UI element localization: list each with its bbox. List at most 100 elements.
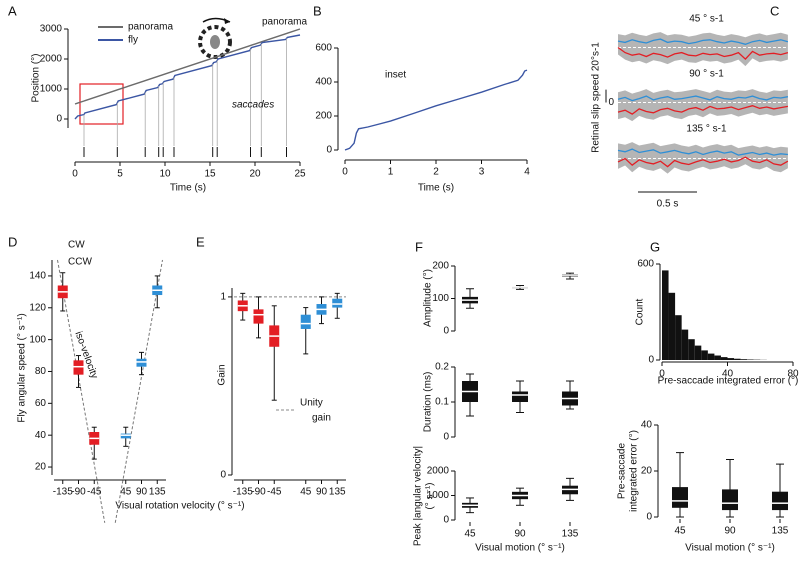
x-tick-label: -90 — [71, 487, 86, 498]
y-tick-label: 120 — [29, 302, 46, 313]
x-tick-label: -45 — [87, 487, 102, 498]
series-line — [344, 69, 528, 151]
x-tick-label: 0 — [72, 169, 78, 180]
x-tick-label: 45 — [674, 526, 686, 537]
x-tick-label: 4 — [524, 167, 530, 178]
y-tick-label: 0 — [326, 145, 332, 156]
y-tick-label: 0 — [443, 326, 449, 337]
series-line — [74, 34, 301, 120]
y-tick-label: 0 — [443, 515, 449, 526]
x-tick-label: 90 — [724, 526, 736, 537]
y-tick-label: 600 — [637, 259, 654, 270]
panel-letter: B — [313, 3, 322, 18]
panel-letter: A — [8, 3, 17, 18]
trace — [617, 46, 789, 61]
y-axis-label: Count — [635, 298, 646, 325]
x-tick-label: 45 — [300, 487, 312, 498]
x-tick-label: 90 — [514, 529, 526, 540]
y-tick-label: 0.2 — [435, 362, 449, 373]
legend-label: panorama — [128, 22, 173, 33]
histogram-bar — [740, 359, 748, 360]
annotation: panorama — [262, 17, 307, 28]
y-tick-label: 1000 — [40, 84, 63, 95]
box — [73, 360, 84, 375]
iso-velocity-line — [57, 259, 106, 523]
subplot-title: 45 ° s-1 — [689, 14, 724, 25]
y-axis-label: integrated error (°) — [629, 430, 640, 512]
x-tick-label: 135 — [149, 487, 166, 498]
x-axis-label: Visual motion (° s⁻¹) — [685, 543, 775, 554]
y-axis-label: Fly angular speed (° s⁻¹) — [17, 313, 28, 422]
y-tick-label: 1000 — [427, 490, 450, 501]
trace — [617, 156, 789, 168]
trace — [617, 105, 789, 115]
y-axis-label: Gain — [217, 364, 228, 385]
y-tick-label: 0 — [648, 355, 654, 366]
variability-band — [618, 89, 788, 122]
box — [253, 309, 264, 324]
y-axis-label: Amplitude (°) — [423, 269, 434, 327]
y-tick-label: 20 — [35, 462, 47, 473]
panel-letter: E — [196, 234, 205, 249]
box — [772, 491, 788, 511]
y-tick-label: 2000 — [40, 54, 63, 65]
box — [120, 433, 131, 439]
panel-letter: C — [770, 3, 779, 18]
x-tick-label: 45 — [464, 529, 476, 540]
y-tick-label: 0.1 — [435, 397, 449, 408]
x-tick-label: 1 — [388, 167, 394, 178]
box — [672, 487, 688, 508]
y-tick-label: 0 — [646, 512, 652, 523]
variability-band — [618, 32, 788, 67]
trace — [617, 38, 789, 45]
x-tick-label: 45 — [120, 487, 132, 498]
box — [332, 298, 343, 308]
y-tick-label: 0 — [608, 97, 614, 108]
unity-legend-label: gain — [312, 413, 331, 424]
annotation: saccades — [232, 100, 274, 111]
y-tick-label: 1 — [220, 292, 226, 303]
iso-velocity-line — [114, 259, 163, 523]
x-tick-label: 135 — [772, 526, 789, 537]
histogram-bar — [688, 339, 695, 360]
x-tick-label: 25 — [294, 169, 306, 180]
x-axis-label: Time (s) — [170, 183, 206, 194]
y-tick-label: 3000 — [40, 24, 63, 35]
scalebar-x-label: 0.5 s — [657, 199, 679, 210]
panel-letter: F — [415, 239, 423, 254]
annotation: inset — [385, 70, 406, 81]
variability-band — [618, 142, 788, 174]
box — [512, 391, 528, 402]
y-tick-label: 40 — [641, 420, 653, 431]
y-tick-label: 60 — [35, 398, 47, 409]
x-tick-label: 20 — [249, 169, 261, 180]
arrow-head — [224, 18, 230, 24]
trace — [617, 95, 789, 102]
x-tick-label: 80 — [787, 369, 799, 380]
histogram-bar — [694, 345, 702, 360]
y-tick-label: 0 — [443, 432, 449, 443]
panorama-icon — [198, 17, 232, 59]
x-axis-label: Time (s) — [418, 183, 454, 194]
y-axis-label: Peak |angular velocity| — [413, 446, 424, 546]
fly-icon — [210, 35, 220, 49]
histogram-bar — [707, 353, 715, 360]
x-axis-label: Pre-saccade integrated error (°) — [658, 376, 799, 387]
box — [300, 314, 311, 329]
x-tick-label: 0 — [342, 167, 348, 178]
y-tick-label: 0 — [56, 114, 62, 125]
y-tick-label: 100 — [29, 334, 46, 345]
histogram-bar — [727, 358, 735, 360]
legend-label: CW — [68, 240, 85, 251]
series-line — [74, 28, 301, 105]
subplot-title: 90 ° s-1 — [689, 69, 724, 80]
y-tick-label: 2000 — [427, 466, 450, 477]
x-tick-label: 135 — [562, 529, 579, 540]
inset-box — [79, 83, 124, 125]
box — [722, 489, 738, 511]
x-tick-label: 5 — [117, 169, 123, 180]
panel-letter: G — [650, 239, 660, 254]
subplot-title: 135 ° s-1 — [686, 124, 727, 135]
